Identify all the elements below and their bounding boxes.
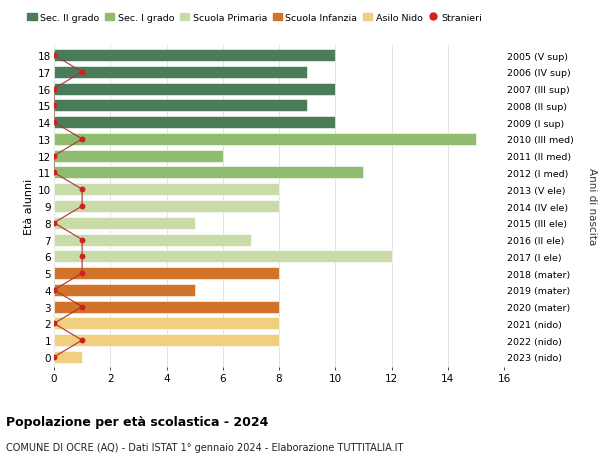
- Bar: [54, 268, 279, 280]
- Text: Popolazione per età scolastica - 2024: Popolazione per età scolastica - 2024: [6, 415, 268, 428]
- Point: [49, 153, 59, 160]
- Point: [77, 136, 87, 143]
- Bar: [54, 301, 279, 313]
- Point: [77, 236, 87, 244]
- Bar: [54, 84, 335, 95]
- Point: [49, 353, 59, 361]
- Point: [49, 320, 59, 327]
- Point: [77, 253, 87, 260]
- Bar: [54, 100, 307, 112]
- Point: [77, 186, 87, 194]
- Point: [49, 286, 59, 294]
- Point: [77, 69, 87, 76]
- Y-axis label: Età alunni: Età alunni: [24, 179, 34, 235]
- Bar: [54, 251, 392, 263]
- Point: [49, 219, 59, 227]
- Point: [77, 303, 87, 311]
- Bar: [54, 318, 279, 330]
- Bar: [54, 351, 82, 363]
- Bar: [54, 117, 335, 129]
- Point: [49, 52, 59, 60]
- Bar: [54, 167, 364, 179]
- Text: COMUNE DI OCRE (AQ) - Dati ISTAT 1° gennaio 2024 - Elaborazione TUTTITALIA.IT: COMUNE DI OCRE (AQ) - Dati ISTAT 1° genn…: [6, 442, 403, 452]
- Bar: [54, 134, 476, 146]
- Text: Anni di nascita: Anni di nascita: [587, 168, 597, 245]
- Bar: [54, 217, 194, 230]
- Bar: [54, 184, 279, 196]
- Point: [77, 203, 87, 210]
- Point: [49, 119, 59, 127]
- Bar: [54, 284, 194, 296]
- Point: [49, 102, 59, 110]
- Point: [77, 337, 87, 344]
- Bar: [54, 201, 279, 213]
- Bar: [54, 150, 223, 162]
- Bar: [54, 234, 251, 246]
- Bar: [54, 50, 335, 62]
- Point: [49, 86, 59, 93]
- Bar: [54, 335, 279, 347]
- Bar: [54, 67, 307, 78]
- Point: [49, 169, 59, 177]
- Legend: Sec. II grado, Sec. I grado, Scuola Primaria, Scuola Infanzia, Asilo Nido, Stran: Sec. II grado, Sec. I grado, Scuola Prim…: [27, 14, 482, 22]
- Point: [77, 270, 87, 277]
